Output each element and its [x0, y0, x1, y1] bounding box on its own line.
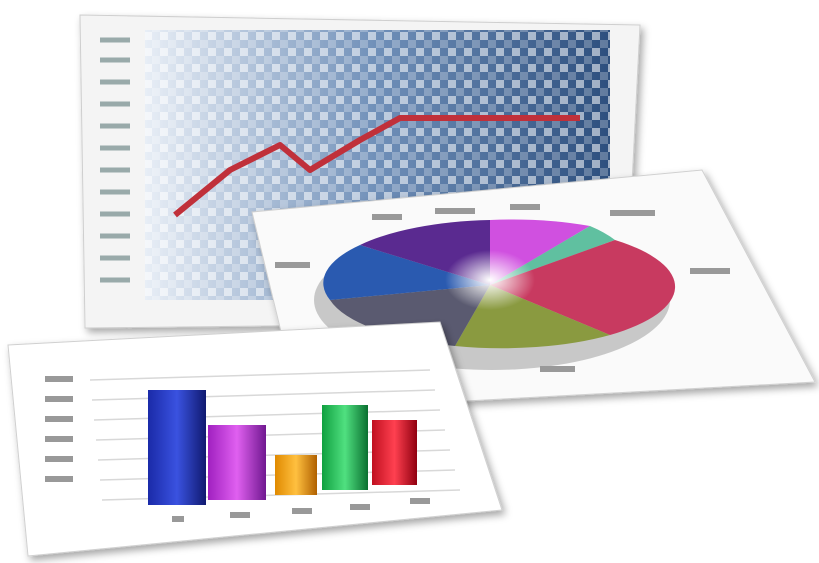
bar [148, 390, 206, 505]
y-label-blurs [45, 376, 73, 482]
label-blur [350, 504, 370, 510]
slice [330, 285, 490, 346]
label-blur [45, 456, 73, 462]
slice [490, 240, 676, 335]
bar [372, 420, 417, 485]
pie-label-blurs [275, 204, 730, 372]
grid-line [89, 369, 431, 381]
bars [148, 390, 417, 505]
label-blur [610, 210, 655, 216]
label-blur [435, 208, 475, 214]
label-blur [172, 516, 184, 522]
bar [208, 425, 266, 500]
label-blur [510, 204, 540, 210]
label-blur [230, 512, 250, 518]
label-blur [45, 396, 73, 402]
bar-chart-card [7, 321, 503, 557]
label-blur [45, 416, 73, 422]
highlight [445, 250, 535, 310]
bar [275, 455, 317, 495]
label-blur [45, 376, 73, 382]
x-label-blurs [172, 498, 430, 522]
label-blur [275, 262, 310, 268]
label-blur [690, 268, 730, 274]
trend-line [173, 115, 580, 218]
label-blur [372, 214, 402, 220]
label-blur [540, 366, 575, 372]
label-blur [410, 498, 430, 504]
bar [322, 405, 368, 490]
y-tick-marks [100, 37, 130, 283]
label-blur [45, 436, 73, 442]
label-blur [45, 476, 73, 482]
pie [323, 219, 676, 349]
label-blur [292, 508, 312, 514]
